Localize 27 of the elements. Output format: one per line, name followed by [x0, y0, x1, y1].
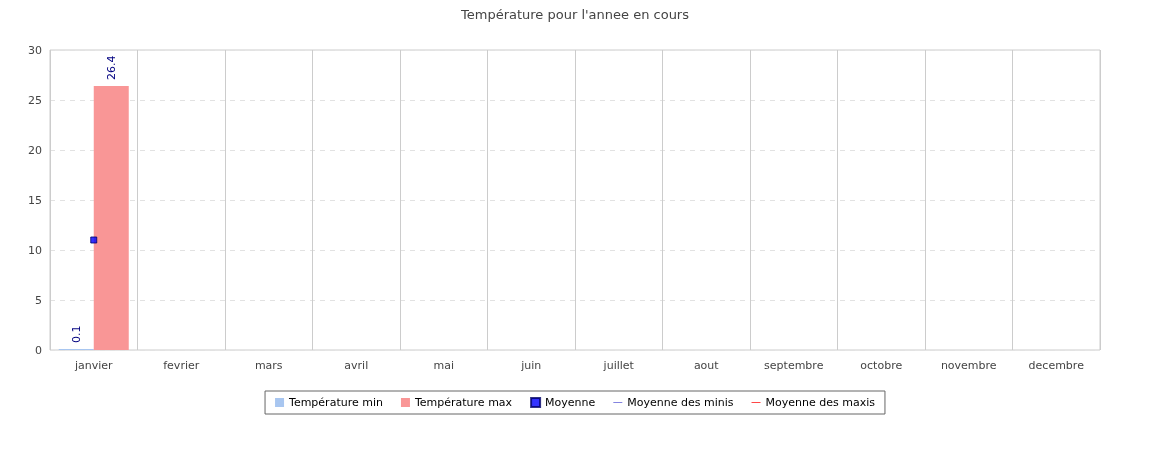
x-tick-label: juin [520, 359, 542, 372]
x-tick-label: janvier [73, 359, 114, 372]
y-tick-label: 10 [28, 243, 42, 257]
y-tick-label: 20 [28, 143, 42, 157]
x-tick-label: septembre [764, 359, 824, 372]
data-label: 0.1 [69, 325, 83, 343]
legend-label: Température min [288, 396, 383, 409]
x-tick-label: novembre [940, 359, 997, 372]
x-tick-label: mai [433, 359, 455, 372]
legend-label: Moyenne [545, 396, 596, 409]
x-tick-label: decembre [1028, 359, 1085, 372]
x-tick-label: octobre [860, 359, 903, 372]
x-tick-label: fevrier [163, 359, 200, 372]
legend-label: Température max [413, 396, 513, 409]
y-tick-label: 5 [35, 293, 42, 307]
y-tick-label: 25 [28, 93, 42, 107]
x-tick-label: aout [693, 359, 720, 372]
x-tick-label: mars [254, 359, 283, 372]
legend-label: Moyenne des maxis [765, 396, 876, 409]
data-label: 26.4 [104, 55, 118, 80]
y-tick-label: 15 [28, 193, 42, 207]
chart-title: Température pour l'annee en cours [460, 7, 690, 22]
x-tick-label: juillet [602, 359, 635, 372]
legend-label: Moyenne des minis [627, 396, 734, 409]
y-tick-label: 30 [28, 43, 42, 57]
x-tick-label: avril [344, 359, 369, 372]
y-tick-label: 0 [35, 343, 42, 357]
